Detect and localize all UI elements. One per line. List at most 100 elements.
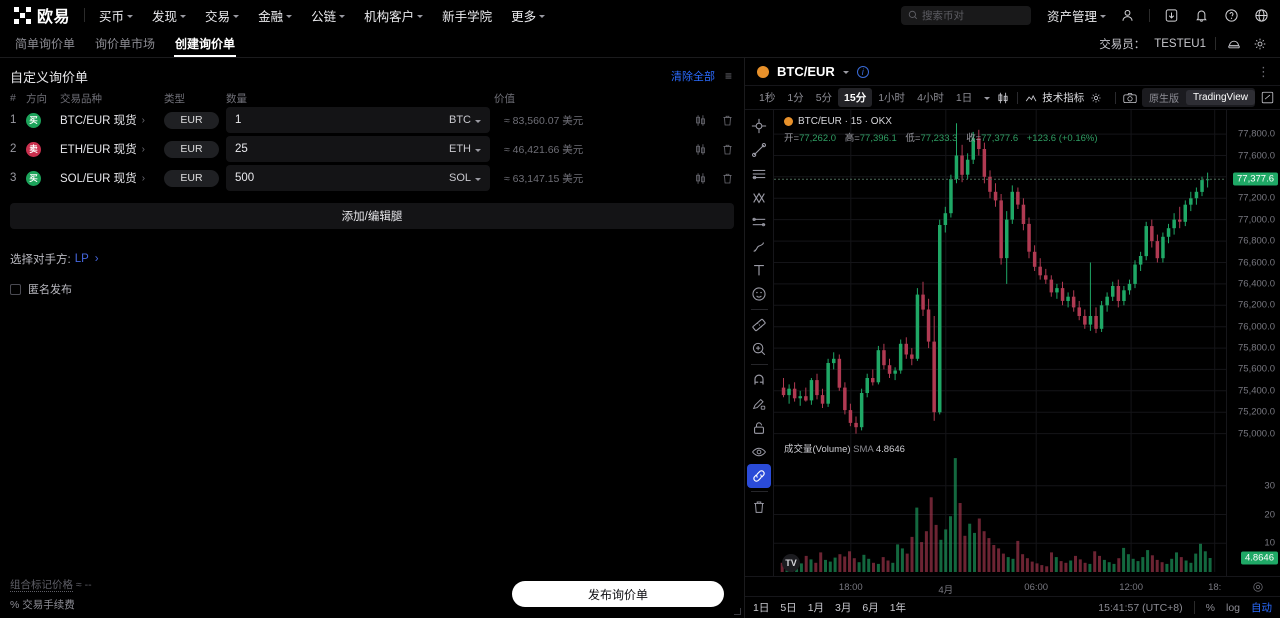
candle-type-icon[interactable] [996, 91, 1010, 105]
row-instrument[interactable]: ETH/EUR 现货 › [60, 141, 164, 157]
range-3mo[interactable]: 3月 [835, 602, 852, 614]
panel-menu-icon[interactable]: ≡ [724, 69, 732, 83]
emoji-icon[interactable] [747, 282, 771, 306]
nav-item-more[interactable]: 更多 [511, 6, 546, 25]
row-instrument[interactable]: SOL/EUR 现货 › [60, 170, 164, 186]
helmet-icon[interactable] [1225, 35, 1242, 52]
price-axis[interactable]: 77,800.077,600.077,400.077,200.077,000.0… [1226, 110, 1280, 576]
tab-simple-rfq[interactable]: 简单询价单 [14, 30, 76, 57]
timeframe-4h[interactable]: 4小时 [917, 92, 944, 104]
chart-menu-icon[interactable]: ⋮ [1257, 63, 1270, 79]
type-pill[interactable]: EUR [164, 111, 219, 129]
chevron-down-icon[interactable] [842, 71, 849, 74]
auto-scale-button[interactable]: 自动 [1251, 602, 1272, 614]
time-axis[interactable]: 18:00 4月 06:00 12:00 18: [745, 576, 1280, 596]
log-scale-button[interactable]: log [1225, 601, 1240, 614]
timeframe-1h[interactable]: 1小时 [878, 92, 906, 104]
trash-icon[interactable] [747, 495, 771, 519]
delete-row-icon[interactable] [721, 143, 734, 156]
range-1d[interactable]: 1日 [753, 602, 770, 614]
brush-icon[interactable] [747, 234, 771, 258]
type-pill[interactable]: EUR [164, 169, 219, 187]
view-native-button[interactable]: 原生版 [1148, 94, 1179, 105]
nav-item-institutional[interactable]: 机构客户 [364, 6, 424, 25]
bell-icon[interactable] [1193, 7, 1210, 24]
time-axis-settings-icon[interactable] [1252, 581, 1264, 593]
row-instrument[interactable]: BTC/EUR 现货 › [60, 112, 164, 128]
panel-resize-handle[interactable] [734, 608, 741, 615]
snapshot-camera-icon[interactable] [1123, 92, 1137, 104]
timeframe-1s[interactable]: 1秒 [759, 92, 776, 104]
ruler-icon[interactable] [747, 313, 771, 337]
range-1mo[interactable]: 1月 [807, 602, 825, 614]
currency-select[interactable]: BTC [449, 114, 481, 126]
nav-item-trade[interactable]: 交易 [205, 6, 240, 25]
range-1y[interactable]: 1年 [889, 602, 907, 614]
text-icon[interactable] [747, 258, 771, 282]
nav-item-academy[interactable]: 新手学院 [442, 6, 492, 25]
clear-all-button[interactable]: 清除全部 [670, 71, 715, 83]
quantity-input[interactable]: 25 ETH [226, 136, 490, 162]
currency-select[interactable]: ETH [449, 143, 481, 155]
timeframe-1m[interactable]: 1分 [787, 92, 804, 104]
delete-row-icon[interactable] [721, 172, 734, 185]
tab-create-rfq[interactable]: 创建询价单 [174, 30, 237, 57]
chart-settings-gear-icon[interactable] [1090, 92, 1102, 104]
nav-item-buy-crypto[interactable]: 买币 [99, 6, 134, 25]
volume-legend-label: 成交量(Volume) [784, 444, 851, 455]
globe-icon[interactable] [1253, 7, 1270, 24]
search-input[interactable]: 搜索币对 [900, 5, 1031, 25]
nav-item-discover[interactable]: 发现 [152, 6, 187, 25]
download-icon[interactable] [1163, 7, 1180, 24]
volume-axis-label: 20 [1264, 509, 1275, 520]
type-pill[interactable]: EUR [164, 140, 219, 158]
view-tradingview-button[interactable]: TradingView [1185, 90, 1255, 105]
okx-logo[interactable]: 欧易 [14, 3, 70, 27]
add-edit-leg-button[interactable]: 添加/编辑腿 [10, 203, 734, 229]
currency-select[interactable]: SOL [449, 172, 481, 184]
chart-plot-area[interactable]: BTC/EUR · 15 · OKX 开=77,262.0 高=77,396.1… [774, 110, 1280, 576]
lock-icon[interactable] [747, 416, 771, 440]
counterparty-select[interactable]: LP › [75, 253, 99, 265]
channel-icon[interactable] [747, 210, 771, 234]
timeframe-5m[interactable]: 5分 [815, 92, 833, 104]
quantity-value: 1 [235, 114, 242, 126]
asset-management-menu[interactable]: 资产管理 [1047, 6, 1106, 25]
candle-chart-icon[interactable] [694, 172, 707, 185]
nav-item-finance[interactable]: 金融 [258, 6, 293, 25]
row-side[interactable]: 卖 [26, 141, 60, 157]
indicator-icon[interactable] [1025, 91, 1038, 104]
candle-chart-icon[interactable] [694, 143, 707, 156]
fullscreen-icon[interactable] [1261, 91, 1274, 104]
pencil-lock-icon[interactable] [747, 392, 771, 416]
range-5d[interactable]: 5日 [780, 602, 797, 614]
eye-icon[interactable] [747, 440, 771, 464]
indicators-label[interactable]: 技术指标 [1042, 92, 1085, 104]
publish-rfq-button[interactable]: 发布询价单 [512, 581, 724, 607]
trend-line-icon[interactable] [747, 138, 771, 162]
quantity-input[interactable]: 500 SOL [226, 165, 490, 191]
row-side[interactable]: 买 [26, 112, 60, 128]
gear-icon[interactable] [1251, 35, 1268, 52]
user-icon[interactable] [1119, 7, 1136, 24]
quantity-input[interactable]: 1 BTC [226, 107, 490, 133]
delete-row-icon[interactable] [721, 114, 734, 127]
percent-scale-button[interactable]: % [1205, 601, 1215, 614]
timeframe-15m[interactable]: 15分 [838, 88, 873, 107]
magnet-icon[interactable] [747, 368, 771, 392]
range-6mo[interactable]: 6月 [862, 602, 879, 614]
link-icon[interactable] [747, 464, 771, 488]
tab-rfq-market[interactable]: 询价单市场 [94, 30, 156, 57]
pitchfork-icon[interactable] [747, 186, 771, 210]
candle-chart-icon[interactable] [694, 114, 707, 127]
row-side[interactable]: 买 [26, 170, 60, 186]
anonymous-checkbox[interactable] [10, 283, 21, 295]
crosshair-icon[interactable] [747, 114, 771, 138]
timeframe-1d[interactable]: 1日 [955, 92, 973, 104]
nav-item-chain[interactable]: 公链 [311, 6, 346, 25]
chevron-down-icon[interactable] [984, 97, 991, 100]
zoom-in-icon[interactable] [747, 337, 771, 361]
info-icon[interactable]: i [856, 65, 869, 78]
horizontal-lines-icon[interactable] [747, 162, 771, 186]
help-icon[interactable] [1223, 7, 1240, 24]
